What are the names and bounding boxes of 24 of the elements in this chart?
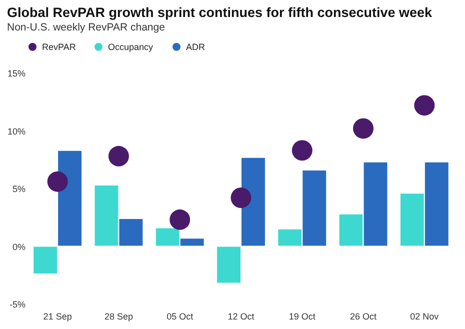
chart-subtitle: Non-U.S. weekly RevPAR change: [6, 22, 166, 34]
y-tick-label: 0%: [12, 242, 26, 252]
point: [108, 146, 129, 166]
point: [353, 118, 374, 139]
chart-title: Global RevPAR growth sprint continues for fifth consecutive week: [6, 5, 433, 20]
x-tick-label: 12 Oct: [228, 312, 255, 322]
point: [292, 140, 312, 161]
x-tick-label: 21 Sep: [43, 312, 72, 322]
x-tick-label: 19 Oct: [288, 312, 316, 322]
legend-label: ADR: [186, 42, 206, 52]
y-tick-label: 5%: [12, 184, 26, 194]
y-tick-label: -5%: [9, 300, 26, 310]
legend-label: RevPAR: [42, 42, 76, 52]
legend-label: Occupancy: [108, 42, 154, 52]
x-tick-label: 05 Oct: [166, 312, 194, 322]
point: [47, 171, 68, 192]
x-tick-label: 28 Sep: [104, 312, 133, 322]
point: [414, 95, 435, 116]
y-tick-label: 15%: [7, 68, 26, 78]
x-tick-label: 26 Oct: [350, 312, 378, 322]
point: [230, 188, 252, 208]
y-tick-label: 10%: [7, 126, 26, 136]
point: [170, 209, 190, 230]
x-tick-label: 02 Nov: [410, 312, 440, 322]
